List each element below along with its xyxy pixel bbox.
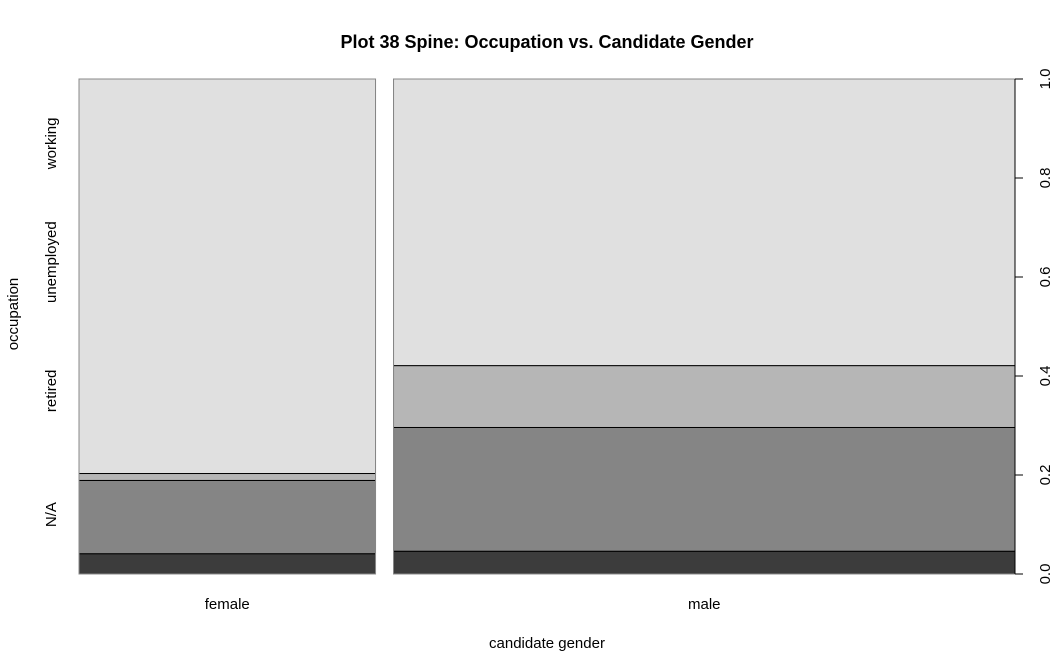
segment-male-working xyxy=(393,78,1016,367)
segment-female-unemployed xyxy=(78,473,377,481)
y-category-label: N/A xyxy=(43,502,60,527)
right-axis-tick-label: 0.4 xyxy=(1037,366,1054,387)
right-axis-tick-label: 0.6 xyxy=(1037,267,1054,288)
x-axis-label: candidate gender xyxy=(489,635,605,652)
segment-male-na xyxy=(393,550,1016,575)
y-axis-label: occupation xyxy=(5,278,22,351)
segment-female-retired xyxy=(78,479,377,555)
chart-title: Plot 38 Spine: Occupation vs. Candidate … xyxy=(340,32,753,52)
segment-female-working xyxy=(78,78,377,475)
segment-female-na xyxy=(78,553,377,575)
x-tick-label: male xyxy=(688,596,721,613)
y-category-label: working xyxy=(43,118,60,171)
x-tick-label: female xyxy=(205,596,250,613)
y-category-labels: N/A retired unemployed working xyxy=(43,118,60,528)
segment-male-retired xyxy=(393,426,1016,552)
x-tick-labels: female male xyxy=(205,596,721,613)
spine-bars xyxy=(78,78,1016,575)
segment-male-unemployed xyxy=(393,365,1016,428)
y-category-label: unemployed xyxy=(43,221,60,303)
y-category-label: retired xyxy=(43,370,60,413)
right-axis: 0.0 0.2 0.4 0.6 0.8 1.0 xyxy=(1014,69,1054,585)
right-axis-tick-label: 1.0 xyxy=(1037,69,1054,90)
right-axis-tick-label: 0.0 xyxy=(1037,564,1054,585)
right-axis-tick-label: 0.8 xyxy=(1037,168,1054,189)
bar-outline-female xyxy=(78,78,377,575)
right-axis-tick-label: 0.2 xyxy=(1037,465,1054,486)
